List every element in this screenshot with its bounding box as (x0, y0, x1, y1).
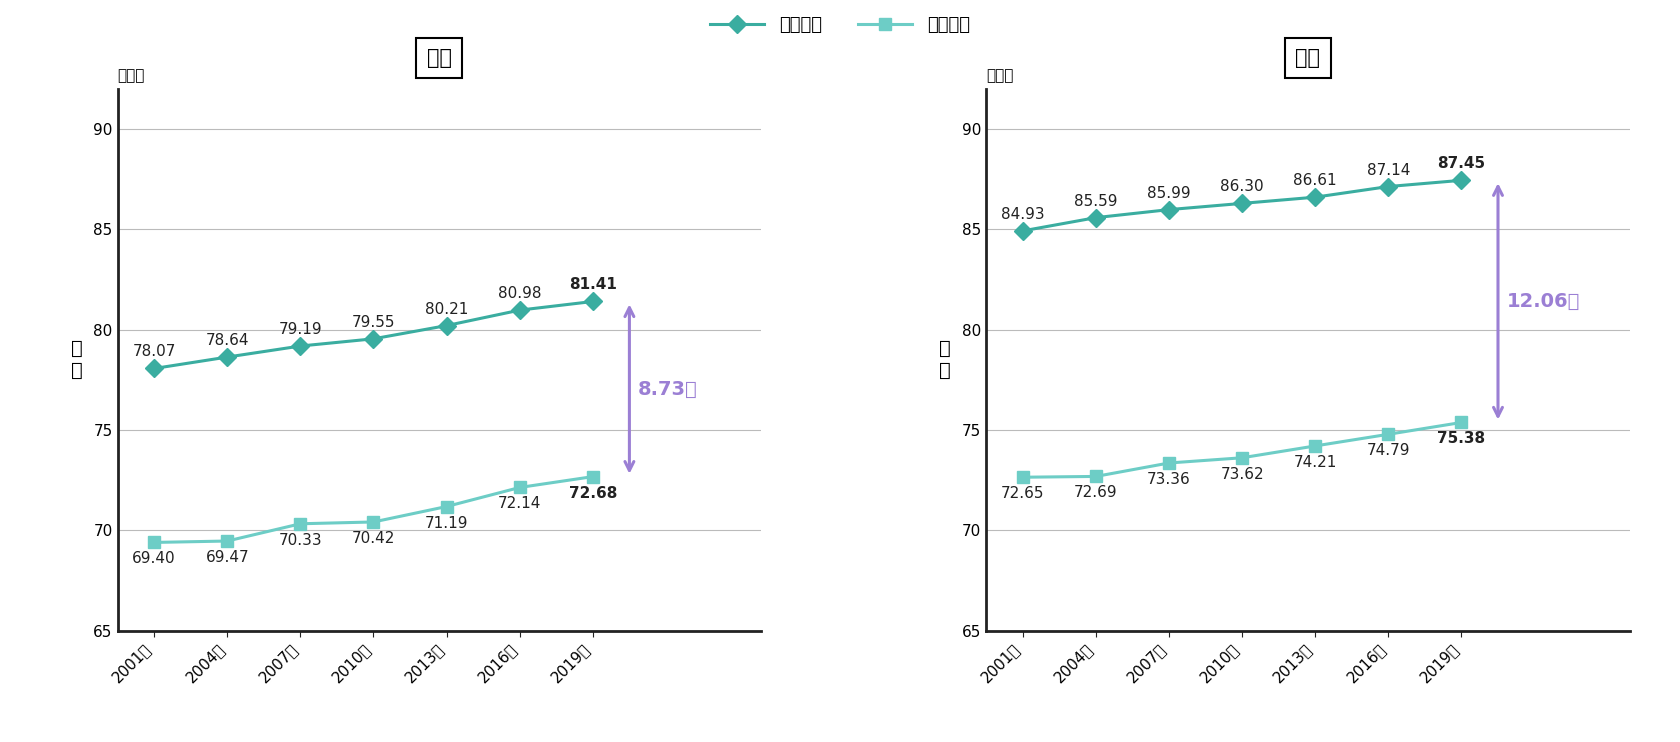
Text: 86.30: 86.30 (1220, 180, 1263, 194)
Text: 12.06年: 12.06年 (1507, 292, 1581, 311)
Text: 87.14: 87.14 (1366, 162, 1410, 177)
Text: 73.36: 73.36 (1147, 472, 1191, 487)
Text: 78.64: 78.64 (205, 333, 249, 348)
Text: 71.19: 71.19 (425, 516, 469, 531)
Text: 81.41: 81.41 (570, 278, 617, 292)
Text: 70.33: 70.33 (279, 533, 323, 548)
Title: 男性: 男性 (427, 48, 452, 68)
Text: 74.79: 74.79 (1366, 443, 1410, 459)
Text: （歳）: （歳） (986, 68, 1013, 84)
Text: 80.21: 80.21 (425, 301, 469, 317)
Text: 8.73年: 8.73年 (638, 380, 697, 398)
Text: 74.21: 74.21 (1294, 455, 1337, 470)
Text: 80.98: 80.98 (497, 286, 541, 301)
Text: 79.19: 79.19 (279, 322, 323, 337)
Text: 86.61: 86.61 (1294, 173, 1337, 188)
Text: 69.40: 69.40 (133, 551, 176, 566)
Text: 78.07: 78.07 (133, 344, 176, 359)
Text: 72.69: 72.69 (1074, 485, 1117, 500)
Text: 84.93: 84.93 (1001, 207, 1045, 222)
Text: 73.62: 73.62 (1220, 467, 1263, 482)
Text: 85.59: 85.59 (1074, 194, 1117, 209)
Text: 79.55: 79.55 (351, 315, 395, 329)
Y-axis label: 年
齢: 年 齢 (71, 339, 82, 381)
Text: 85.99: 85.99 (1147, 186, 1191, 200)
Text: 72.68: 72.68 (568, 486, 617, 501)
Text: 87.45: 87.45 (1438, 157, 1485, 171)
Legend: 平均对命, 健康对命: 平均对命, 健康对命 (704, 9, 976, 42)
Title: 女性: 女性 (1295, 48, 1320, 68)
Text: 70.42: 70.42 (351, 531, 395, 546)
Text: （歳）: （歳） (118, 68, 144, 84)
Text: 72.14: 72.14 (497, 496, 541, 511)
Y-axis label: 年
齢: 年 齢 (939, 339, 951, 381)
Text: 75.38: 75.38 (1438, 432, 1485, 447)
Text: 72.65: 72.65 (1001, 486, 1045, 502)
Text: 69.47: 69.47 (205, 550, 249, 565)
